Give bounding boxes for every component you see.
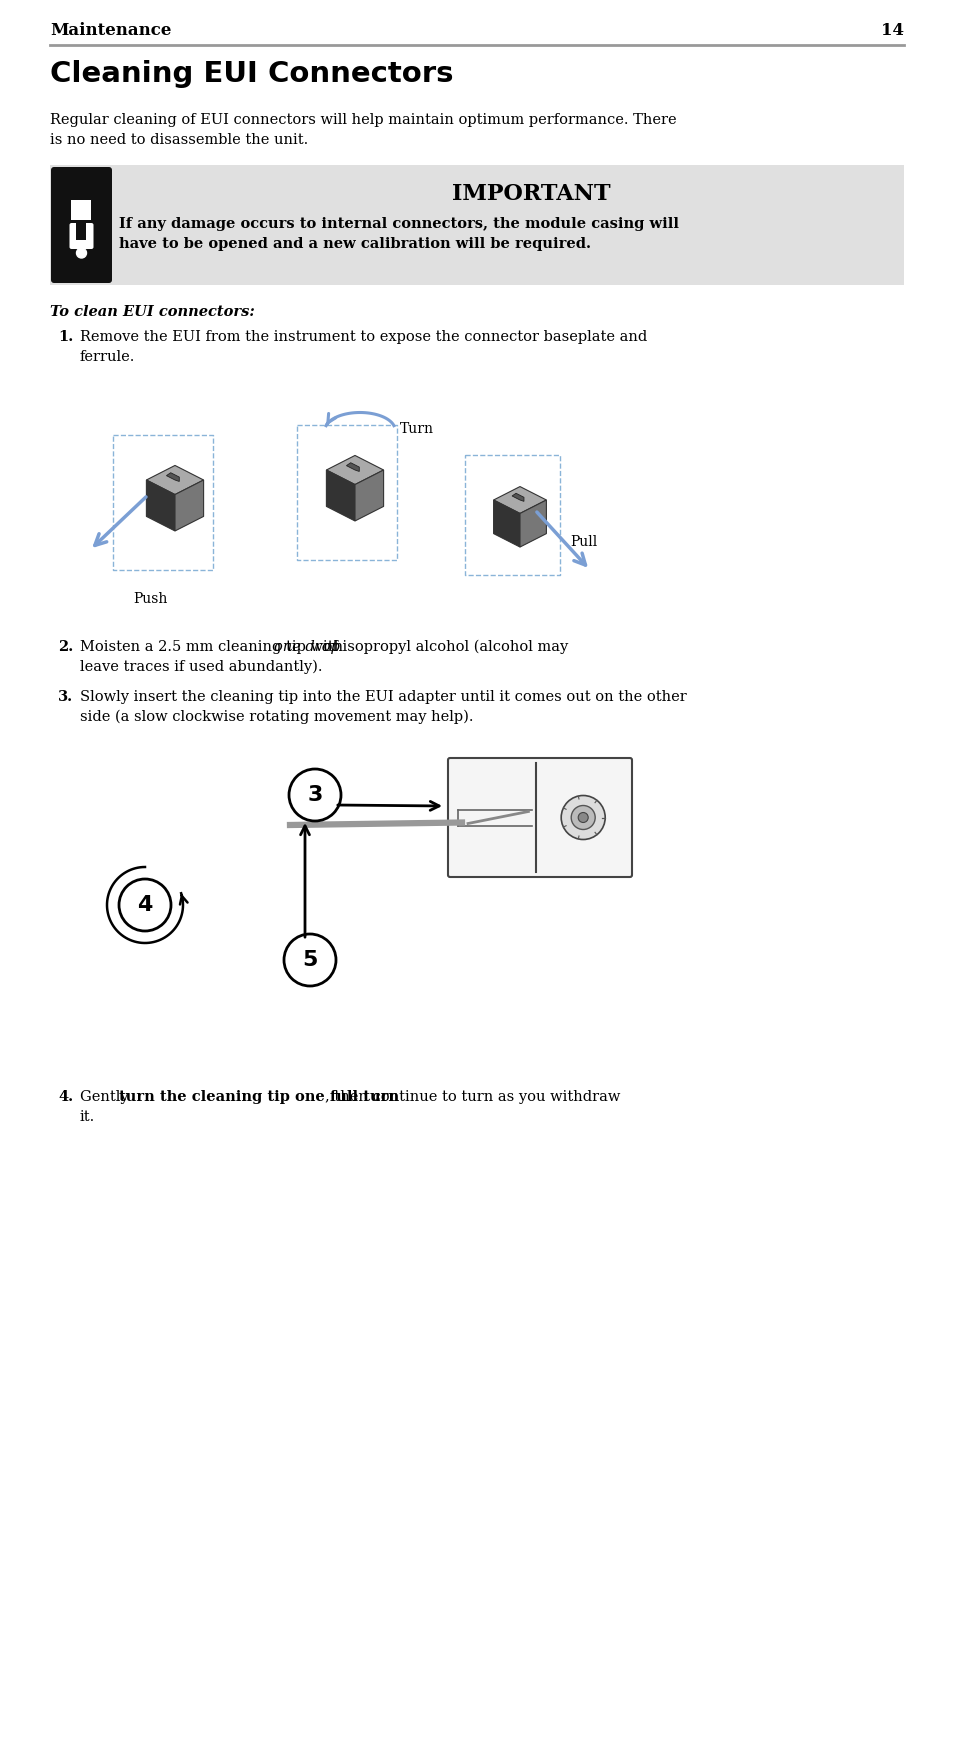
- Text: 5: 5: [302, 951, 317, 970]
- Text: IMPORTANT: IMPORTANT: [452, 182, 610, 205]
- Polygon shape: [174, 480, 203, 532]
- FancyBboxPatch shape: [50, 165, 903, 285]
- Text: 1.: 1.: [58, 330, 73, 344]
- Polygon shape: [146, 480, 174, 532]
- Polygon shape: [146, 466, 203, 495]
- Polygon shape: [166, 473, 179, 481]
- Text: Push: Push: [132, 593, 167, 607]
- Text: Regular cleaning of EUI connectors will help maintain optimum performance. There: Regular cleaning of EUI connectors will …: [50, 113, 676, 127]
- Text: Gently: Gently: [80, 1090, 133, 1104]
- Polygon shape: [493, 501, 519, 547]
- Text: leave traces if used abundantly).: leave traces if used abundantly).: [80, 660, 322, 674]
- Text: 2.: 2.: [58, 640, 73, 653]
- Text: Cleaning EUI Connectors: Cleaning EUI Connectors: [50, 61, 453, 89]
- Text: turn the cleaning tip one full turn: turn the cleaning tip one full turn: [119, 1090, 398, 1104]
- Text: Pull: Pull: [569, 535, 597, 549]
- Polygon shape: [519, 501, 546, 547]
- Text: Maintenance: Maintenance: [50, 23, 172, 38]
- Text: side (a slow clockwise rotating movement may help).: side (a slow clockwise rotating movement…: [80, 711, 473, 725]
- FancyBboxPatch shape: [448, 758, 631, 878]
- Circle shape: [289, 768, 340, 820]
- Text: 4: 4: [137, 895, 152, 914]
- Text: of isopropyl alcohol (alcohol may: of isopropyl alcohol (alcohol may: [318, 640, 567, 655]
- Text: If any damage occurs to internal connectors, the module casing will: If any damage occurs to internal connect…: [119, 217, 679, 231]
- Text: To clean EUI connectors:: To clean EUI connectors:: [50, 304, 254, 320]
- FancyBboxPatch shape: [71, 200, 91, 221]
- Polygon shape: [355, 469, 383, 521]
- Text: Remove the EUI from the instrument to expose the connector baseplate and: Remove the EUI from the instrument to ex…: [80, 330, 646, 344]
- Text: 14: 14: [880, 23, 903, 38]
- Polygon shape: [493, 487, 546, 513]
- Text: Moisten a 2.5 mm cleaning tip with: Moisten a 2.5 mm cleaning tip with: [80, 640, 348, 653]
- Text: ferrule.: ferrule.: [80, 349, 135, 363]
- Text: 3: 3: [307, 786, 322, 805]
- Polygon shape: [326, 469, 355, 521]
- Circle shape: [119, 879, 171, 932]
- Text: , then continue to turn as you withdraw: , then continue to turn as you withdraw: [325, 1090, 620, 1104]
- Text: is no need to disassemble the unit.: is no need to disassemble the unit.: [50, 134, 308, 148]
- Polygon shape: [326, 455, 383, 485]
- Text: Turn: Turn: [399, 422, 434, 436]
- FancyBboxPatch shape: [70, 222, 93, 249]
- Polygon shape: [512, 494, 523, 501]
- Text: one drop: one drop: [274, 640, 340, 653]
- Circle shape: [560, 796, 604, 839]
- Text: 4.: 4.: [58, 1090, 73, 1104]
- Text: it.: it.: [80, 1111, 95, 1124]
- Text: have to be opened and a new calibration will be required.: have to be opened and a new calibration …: [119, 236, 590, 250]
- FancyBboxPatch shape: [76, 221, 87, 240]
- FancyBboxPatch shape: [51, 167, 112, 283]
- Text: 3.: 3.: [58, 690, 73, 704]
- Circle shape: [76, 249, 87, 257]
- Text: Slowly insert the cleaning tip into the EUI adapter until it comes out on the ot: Slowly insert the cleaning tip into the …: [80, 690, 686, 704]
- Circle shape: [578, 812, 588, 822]
- Circle shape: [284, 933, 335, 985]
- Circle shape: [571, 805, 595, 829]
- Polygon shape: [346, 462, 359, 471]
